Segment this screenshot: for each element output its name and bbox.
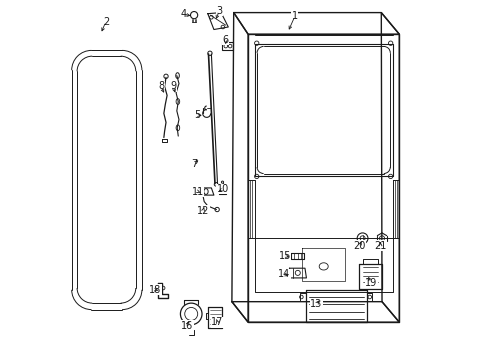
- Text: 9: 9: [170, 81, 176, 91]
- Text: 2: 2: [102, 17, 109, 27]
- Text: 4: 4: [180, 9, 186, 19]
- Text: 10: 10: [216, 184, 228, 194]
- Text: 7: 7: [191, 159, 197, 169]
- Text: 13: 13: [310, 299, 322, 309]
- Bar: [222, 42, 232, 50]
- Text: 21: 21: [374, 240, 386, 251]
- Circle shape: [200, 192, 203, 195]
- Text: 12: 12: [197, 206, 209, 216]
- Text: 15: 15: [278, 251, 290, 261]
- Text: 18: 18: [149, 285, 161, 295]
- Text: 1: 1: [291, 11, 297, 21]
- Text: 5: 5: [194, 110, 201, 120]
- Text: 3: 3: [216, 6, 222, 16]
- Text: 17: 17: [211, 317, 223, 327]
- Text: 8: 8: [158, 81, 163, 91]
- Text: 11: 11: [191, 186, 203, 197]
- Text: 14: 14: [277, 269, 290, 279]
- Text: 16: 16: [181, 321, 193, 331]
- Text: 6: 6: [222, 35, 228, 45]
- Text: 19: 19: [365, 278, 377, 288]
- Text: 20: 20: [353, 240, 365, 251]
